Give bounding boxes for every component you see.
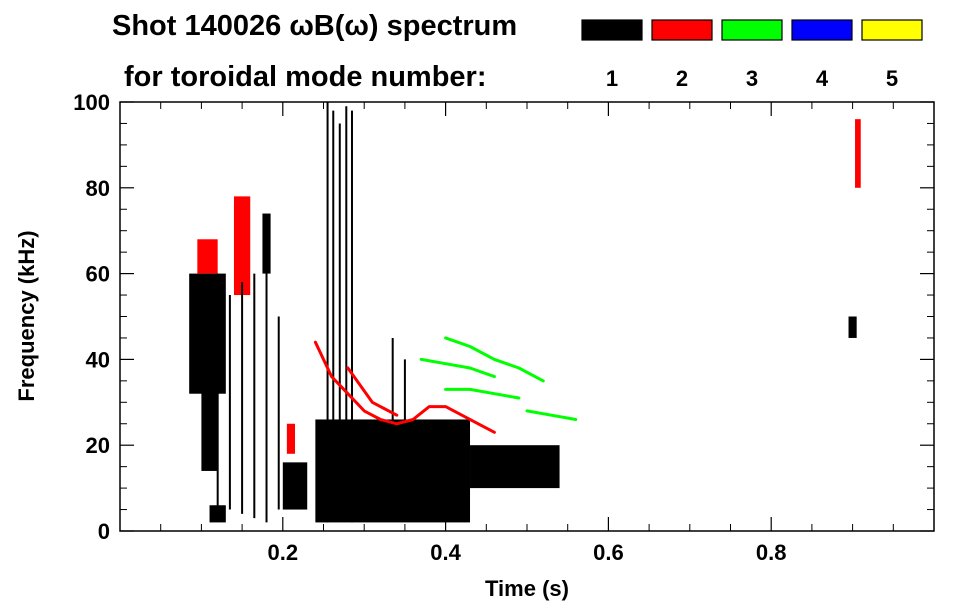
x-axis-label: Time (s)	[485, 576, 569, 601]
region-mode-2-8	[197, 239, 218, 274]
y-tick-label: 100	[73, 90, 110, 115]
legend-swatch-mode-4	[791, 19, 853, 41]
mode-line-3-3	[419, 357, 496, 379]
legend-swatch-mode-2	[651, 19, 713, 41]
y-tick-label: 80	[86, 176, 110, 201]
legend-label-mode-4: 4	[816, 66, 829, 91]
legend-label-mode-5: 5	[886, 66, 898, 91]
mode-line-3-2	[444, 336, 545, 383]
region-mode-1-1	[201, 385, 218, 471]
x-tick-label: 0.8	[756, 540, 787, 565]
mode-line-3-4	[444, 387, 521, 400]
legend-swatch-mode-3	[721, 19, 783, 41]
axis-ticks	[120, 101, 934, 532]
legend-swatch-mode-5	[861, 19, 923, 41]
y-tick-label: 20	[86, 433, 110, 458]
legend: 1 2 3 4 5	[581, 19, 923, 91]
y-tick-label: 40	[86, 347, 110, 372]
mode-line-2-0	[313, 340, 496, 434]
mode-line-2-1	[346, 366, 399, 417]
legend-label-mode-1: 1	[606, 66, 618, 91]
legend-label-mode-3: 3	[746, 66, 758, 91]
region-mode-2-11	[855, 119, 861, 188]
y-tick-label: 0	[98, 519, 110, 544]
axis-tick-labels: 0.2 0.4 0.6 0.8 0 20 40 60 80 100	[73, 90, 786, 565]
region-mode-2-10	[286, 423, 296, 454]
spectrum-marks	[189, 102, 861, 523]
legend-label-mode-2: 2	[676, 66, 688, 91]
x-tick-label: 0.2	[268, 540, 299, 565]
region-mode-1-3	[262, 213, 271, 274]
chart-title-line2: for toroidal mode number:	[124, 61, 487, 93]
region-mode-1-7	[848, 316, 857, 338]
x-tick-label: 0.6	[593, 540, 624, 565]
x-tick-label: 0.4	[430, 540, 461, 565]
region-mode-1-4	[282, 462, 308, 510]
legend-swatch-mode-1	[581, 19, 643, 41]
chart-title-line1: Shot 140026 ωB(ω) spectrum	[112, 10, 517, 42]
region-mode-1-0	[189, 273, 226, 394]
region-mode-1-6	[470, 445, 560, 489]
y-axis-label: Frequency (kHz)	[14, 230, 39, 401]
y-tick-label: 60	[86, 262, 110, 287]
mode-line-3-5	[525, 409, 578, 421]
region-mode-2-9	[233, 196, 251, 296]
